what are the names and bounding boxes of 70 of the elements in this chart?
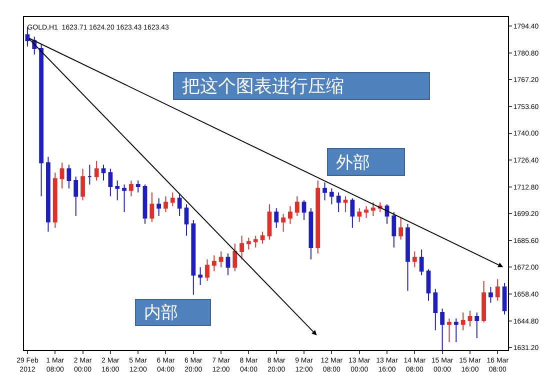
- candlestick: [177, 194, 182, 217]
- candlestick: [294, 196, 300, 217]
- candlestick: [406, 223, 410, 292]
- callout-box: 外部: [327, 148, 405, 176]
- candlestick: [39, 44, 44, 197]
- candlestick: [288, 206, 292, 224]
- candlestick: [433, 288, 438, 331]
- candlestick: [316, 180, 320, 254]
- candlestick: [142, 184, 148, 224]
- candlestick: [232, 243, 238, 272]
- candlestick: [170, 192, 175, 207]
- candlestick: [412, 250, 417, 268]
- candlestick: [218, 250, 224, 268]
- candlestick: [482, 280, 486, 323]
- candlestick: [108, 168, 113, 197]
- candlestick: [191, 219, 196, 296]
- callout-box: 内部: [135, 299, 211, 326]
- candlestick: [336, 192, 341, 213]
- candlestick: [302, 200, 306, 220]
- candlestick: [468, 310, 472, 327]
- candlestick: [66, 164, 72, 189]
- candlestick: [447, 318, 452, 343]
- candlestick: [184, 204, 189, 236]
- candlestick: [357, 208, 362, 222]
- candlestick: [260, 231, 265, 244]
- candlestick: [240, 235, 244, 260]
- candlestick: [474, 312, 480, 339]
- candlestick: [115, 180, 120, 201]
- candlestick: [370, 202, 376, 217]
- candlestick: [136, 180, 140, 193]
- candlestick: [226, 252, 230, 276]
- candlestick: [150, 192, 154, 222]
- candlestick: [440, 308, 445, 350]
- candlestick: [205, 258, 210, 282]
- candlestick: [80, 168, 85, 201]
- candlestick: [52, 172, 58, 228]
- candlestick: [253, 235, 258, 248]
- candlestick: [419, 249, 424, 276]
- candlestick: [87, 164, 92, 185]
- candlestick: [350, 198, 355, 228]
- candlestick: [392, 212, 396, 248]
- candlestick: [343, 196, 348, 213]
- candlestick: [364, 206, 368, 218]
- candlestick: [384, 204, 390, 224]
- candlestick: [101, 164, 106, 182]
- candlestick: [74, 176, 78, 217]
- candlestick: [128, 180, 134, 197]
- candlestick: [329, 188, 334, 205]
- candlestick: [60, 162, 64, 189]
- candlestick: [502, 282, 507, 316]
- candlestick: [267, 204, 272, 240]
- candlestick: [122, 184, 126, 213]
- candlestick: [454, 318, 458, 343]
- candlestick: [94, 160, 99, 182]
- candlestick: [156, 198, 162, 217]
- candlestick: [308, 208, 314, 260]
- candlestick: [198, 266, 203, 286]
- candlestick: [488, 286, 493, 304]
- candlestick: [460, 312, 466, 331]
- candlestick: [495, 278, 500, 302]
- candlestick: [46, 156, 50, 232]
- candlestick: [274, 208, 279, 228]
- candlestick: [426, 268, 431, 302]
- candlestick: [281, 214, 286, 232]
- candlestick: [398, 217, 404, 240]
- candlestick: [164, 196, 168, 213]
- candlestick: [322, 182, 327, 201]
- candlestick: [212, 254, 216, 272]
- candlestick: [246, 237, 251, 250]
- callout-box: 把这个图表进行压缩: [173, 72, 430, 100]
